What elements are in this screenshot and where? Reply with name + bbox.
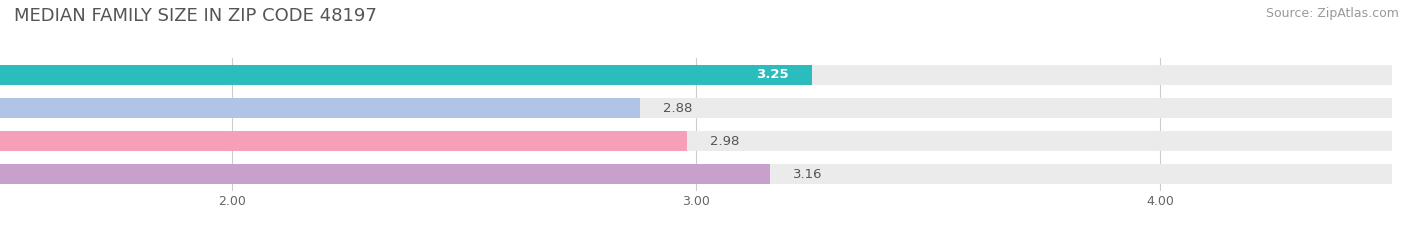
Bar [0,98,640,118]
Bar [0,131,1392,151]
Text: 3.25: 3.25 [756,68,789,81]
Text: MEDIAN FAMILY SIZE IN ZIP CODE 48197: MEDIAN FAMILY SIZE IN ZIP CODE 48197 [14,7,377,25]
Text: 3.16: 3.16 [793,168,823,181]
Bar [0,65,813,85]
Text: Source: ZipAtlas.com: Source: ZipAtlas.com [1265,7,1399,20]
Bar [0,164,1392,185]
Bar [0,164,770,185]
Bar [0,131,686,151]
Bar [0,98,1392,118]
Bar [0,65,1392,85]
Text: 2.88: 2.88 [664,102,693,115]
Text: 2.98: 2.98 [710,135,740,148]
